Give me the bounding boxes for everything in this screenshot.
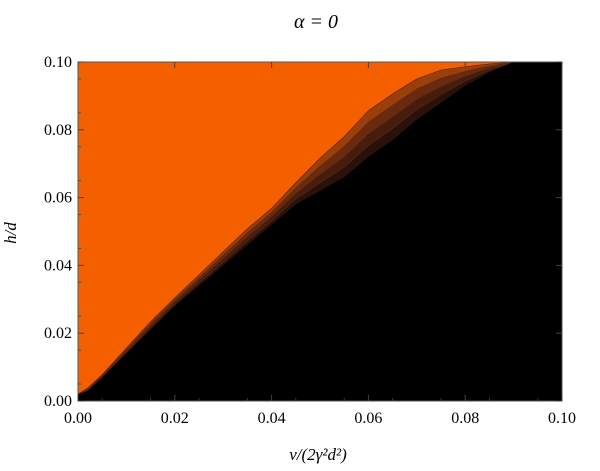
region-low	[78, 62, 562, 401]
y-axis-ticks: 0.00 0.02 0.04 0.06 0.08 0.10	[44, 54, 562, 410]
y-tick-label: 0.02	[44, 325, 72, 342]
x-tick-label: 0.04	[258, 410, 286, 427]
x-axis-label: ν/(2γ²d²)	[289, 445, 347, 464]
x-axis-ticks: 0.00 0.02 0.04 0.06 0.08 0.10	[64, 62, 576, 427]
x-tick-label: 0.02	[161, 410, 189, 427]
y-tick-label: 0.04	[44, 257, 72, 274]
x-tick-label: 0.06	[354, 410, 382, 427]
x-tick-label: 0.00	[64, 410, 92, 427]
y-tick-label: 0.00	[44, 393, 72, 410]
chart-title: α = 0	[294, 11, 338, 33]
y-tick-label: 0.08	[44, 122, 72, 139]
y-tick-label: 0.06	[44, 190, 72, 207]
plot-frame	[77, 61, 563, 402]
y-tick-label: 0.10	[44, 54, 72, 71]
plot-area	[77, 61, 563, 402]
x-tick-label: 0.10	[548, 410, 576, 427]
y-axis-label: h/d	[1, 222, 20, 244]
x-tick-label: 0.08	[451, 410, 479, 427]
